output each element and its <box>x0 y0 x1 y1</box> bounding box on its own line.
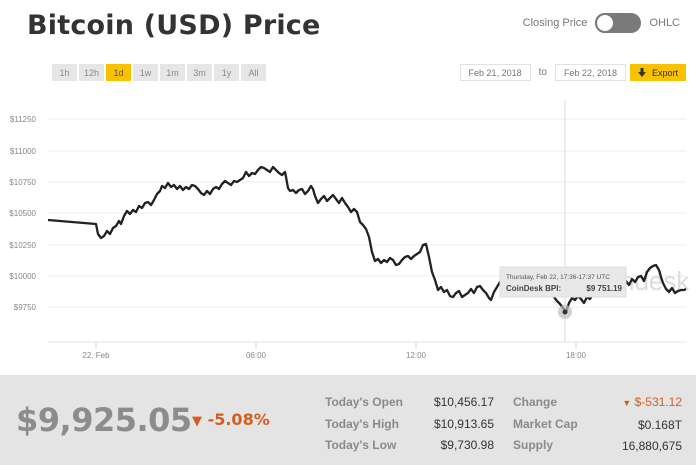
range-all[interactable]: All <box>241 64 267 81</box>
from-date-input[interactable]: Feb 21, 2018 <box>459 64 531 81</box>
today-open-value: $10,456.17 <box>433 395 494 409</box>
change-percent: ▼ -5.08% <box>192 410 270 429</box>
supply-label: Supply <box>513 438 554 452</box>
date-range: Feb 21, 2018 to Feb 22, 2018 Export <box>459 64 686 81</box>
chart-tooltip: Thursday, Feb 22, 17:36-17:37 UTC CoinDe… <box>499 266 627 298</box>
change-value: ▼ $-531.12 <box>622 395 682 409</box>
svg-text:$10000: $10000 <box>9 272 36 281</box>
tooltip-time: Thursday, Feb 22, 17:36-17:37 UTC <box>506 274 610 281</box>
page-title: Bitcoin (USD) Price <box>27 10 321 41</box>
stats-panel: $9,925.05 ▼ -5.08% Today's Open Today's … <box>0 375 696 465</box>
market-cap-label: Market Cap <box>513 416 578 431</box>
price-line <box>47 165 687 314</box>
svg-text:$10750: $10750 <box>9 178 36 187</box>
x-axis-labels: 22. Feb 06:00 12:00 18:00 <box>82 351 586 360</box>
supply-value: 16,880,675 <box>621 439 682 453</box>
range-1w[interactable]: 1w <box>133 64 159 81</box>
svg-text:$10250: $10250 <box>9 241 36 250</box>
export-button[interactable]: Export <box>629 64 686 81</box>
toggle-knob <box>595 13 616 33</box>
stats-labels-col1: Today's Open Today's High Today's Low <box>325 392 417 457</box>
today-open-label: Today's Open <box>325 395 403 409</box>
hover-point <box>562 309 568 315</box>
today-high-value: $10,913.65 <box>433 416 494 431</box>
y-axis-labels: $11250 $11000 $10750 $10500 $10250 $1000… <box>9 115 36 312</box>
range-1m[interactable]: 1m <box>160 64 186 81</box>
range-1y[interactable]: 1y <box>214 64 240 81</box>
svg-text:22. Feb: 22. Feb <box>82 351 110 360</box>
stats-values-col1: $10,456.17 $10,913.65 $9,730.98 <box>418 392 494 457</box>
market-cap-value: $0.168T <box>637 417 682 432</box>
stats-labels-col2: Change Market Cap Supply <box>513 392 603 457</box>
export-label: Export <box>651 67 678 78</box>
today-high-label: Today's High <box>325 416 399 431</box>
svg-text:06:00: 06:00 <box>246 351 267 360</box>
svg-text:$10500: $10500 <box>9 209 36 218</box>
svg-text:$11250: $11250 <box>10 115 37 124</box>
download-arrow-icon <box>637 68 646 77</box>
tooltip-value: $9 751.19 <box>586 284 622 293</box>
today-low-label: Today's Low <box>325 438 397 452</box>
down-triangle-icon: ▼ <box>192 414 202 429</box>
closing-price-label: Closing Price <box>522 17 588 29</box>
today-low-value: $9,730.98 <box>440 438 494 452</box>
svg-text:12:00: 12:00 <box>406 351 427 360</box>
range-selector: 1h 12h 1d 1w 1m 3m 1y All <box>52 64 267 81</box>
svg-text:$11000: $11000 <box>10 147 37 156</box>
price-chart[interactable]: $11250 $11000 $10750 $10500 $10250 $1000… <box>0 100 696 375</box>
to-date-input[interactable]: Feb 22, 2018 <box>554 64 626 81</box>
price-mode-toggle[interactable] <box>595 13 642 33</box>
price-mode-toggle-group: Closing Price OHLC <box>523 13 680 33</box>
range-1h[interactable]: 1h <box>52 64 77 81</box>
ohlc-label: OHLC <box>649 17 680 29</box>
range-12h[interactable]: 12h <box>79 64 105 81</box>
svg-text:18:00: 18:00 <box>566 351 587 360</box>
stats-values-col2: ▼ $-531.12 $0.168T 16,880,675 <box>600 392 682 458</box>
change-label: Change <box>513 395 558 409</box>
to-label: to <box>538 67 547 78</box>
range-3m[interactable]: 3m <box>187 64 213 81</box>
current-price: $9,925.05 <box>16 401 192 439</box>
x-axis-ticks <box>95 342 577 348</box>
svg-text:$9750: $9750 <box>14 303 37 312</box>
tooltip-label: CoinDesk BPI: <box>506 284 561 293</box>
down-triangle-icon: ▼ <box>622 398 632 408</box>
range-1d[interactable]: 1d <box>106 64 132 81</box>
